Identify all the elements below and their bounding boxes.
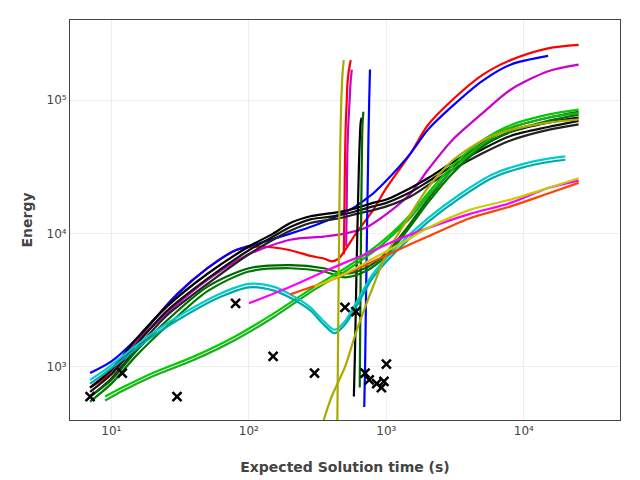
- svg-text:10⁴: 10⁴: [514, 424, 534, 438]
- svg-text:10⁴: 10⁴: [47, 227, 67, 241]
- svg-text:10³: 10³: [47, 360, 67, 374]
- svg-text:10⁵: 10⁵: [47, 93, 67, 107]
- svg-text:10³: 10³: [376, 424, 396, 438]
- svg-text:Energy: Energy: [19, 192, 35, 247]
- svg-text:10²: 10²: [239, 424, 259, 438]
- svg-text:Expected Solution time (s): Expected Solution time (s): [240, 459, 450, 475]
- svg-text:10¹: 10¹: [101, 424, 121, 438]
